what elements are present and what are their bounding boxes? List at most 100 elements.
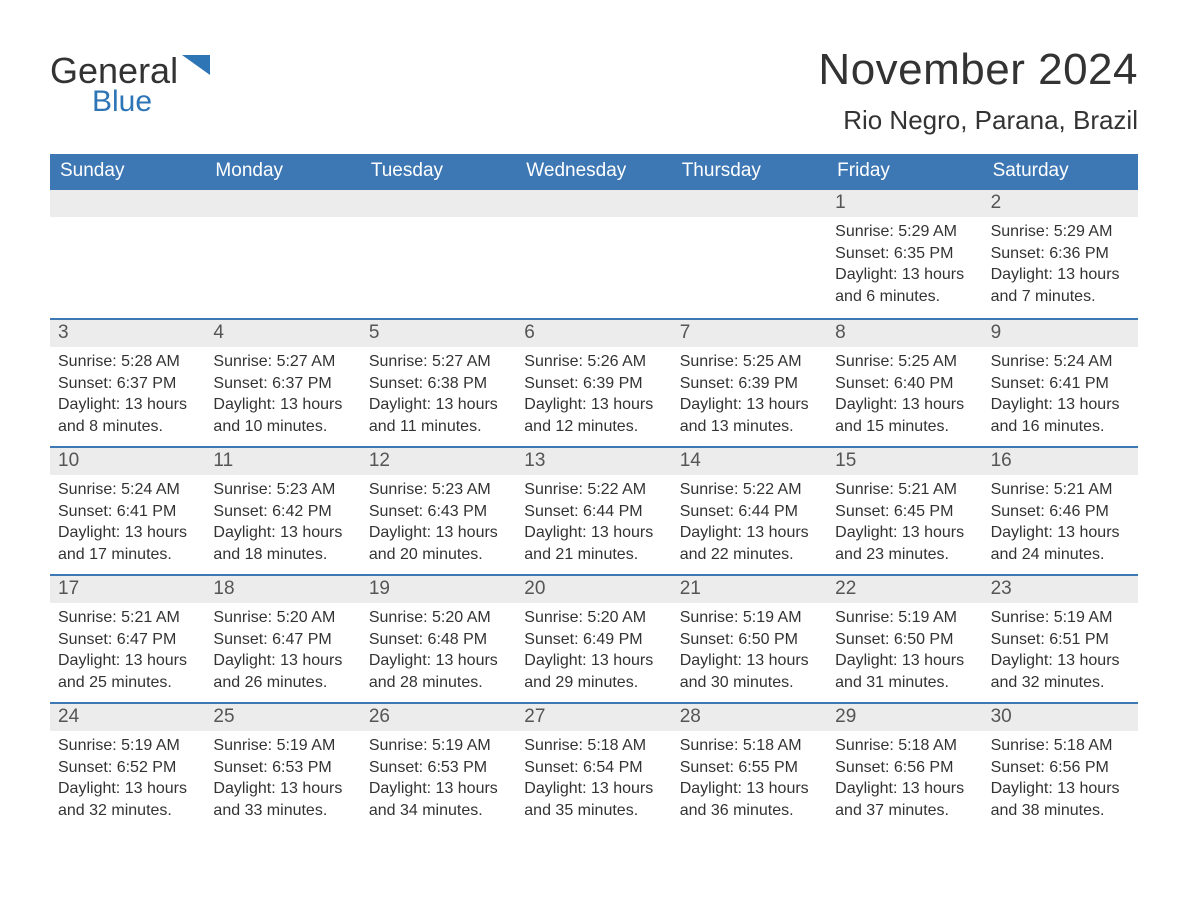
day-number: 12	[361, 448, 516, 475]
day-details: Sunrise: 5:19 AMSunset: 6:50 PMDaylight:…	[672, 603, 827, 701]
day-cell: 17Sunrise: 5:21 AMSunset: 6:47 PMDayligh…	[50, 576, 205, 702]
day-details: Sunrise: 5:19 AMSunset: 6:53 PMDaylight:…	[361, 731, 516, 829]
weekday-saturday: Saturday	[983, 154, 1138, 190]
day-cell: 19Sunrise: 5:20 AMSunset: 6:48 PMDayligh…	[361, 576, 516, 702]
day-number: 27	[516, 704, 671, 731]
calendar: SundayMondayTuesdayWednesdayThursdayFrid…	[50, 154, 1138, 830]
day-number: 14	[672, 448, 827, 475]
day-details: Sunrise: 5:21 AMSunset: 6:47 PMDaylight:…	[50, 603, 205, 701]
day-details: Sunrise: 5:18 AMSunset: 6:56 PMDaylight:…	[827, 731, 982, 829]
day-details: Sunrise: 5:20 AMSunset: 6:48 PMDaylight:…	[361, 603, 516, 701]
day-cell	[516, 190, 671, 318]
day-number: 26	[361, 704, 516, 731]
day-number: 17	[50, 576, 205, 603]
week-row: 17Sunrise: 5:21 AMSunset: 6:47 PMDayligh…	[50, 574, 1138, 702]
day-details: Sunrise: 5:25 AMSunset: 6:40 PMDaylight:…	[827, 347, 982, 445]
day-number: 30	[983, 704, 1138, 731]
day-number: 25	[205, 704, 360, 731]
day-details: Sunrise: 5:24 AMSunset: 6:41 PMDaylight:…	[50, 475, 205, 573]
day-cell: 28Sunrise: 5:18 AMSunset: 6:55 PMDayligh…	[672, 704, 827, 830]
logo: General Blue	[50, 53, 216, 119]
day-number: 4	[205, 320, 360, 347]
day-cell: 30Sunrise: 5:18 AMSunset: 6:56 PMDayligh…	[983, 704, 1138, 830]
day-cell: 7Sunrise: 5:25 AMSunset: 6:39 PMDaylight…	[672, 320, 827, 446]
day-number: 5	[361, 320, 516, 347]
day-cell: 6Sunrise: 5:26 AMSunset: 6:39 PMDaylight…	[516, 320, 671, 446]
day-number: 24	[50, 704, 205, 731]
day-cell: 11Sunrise: 5:23 AMSunset: 6:42 PMDayligh…	[205, 448, 360, 574]
day-number: 2	[983, 190, 1138, 217]
empty-day	[205, 190, 360, 217]
header: General Blue November 2024 Rio Negro, Pa…	[50, 45, 1138, 136]
day-details: Sunrise: 5:22 AMSunset: 6:44 PMDaylight:…	[516, 475, 671, 573]
day-details: Sunrise: 5:23 AMSunset: 6:43 PMDaylight:…	[361, 475, 516, 573]
weekday-tuesday: Tuesday	[361, 154, 516, 190]
day-cell: 14Sunrise: 5:22 AMSunset: 6:44 PMDayligh…	[672, 448, 827, 574]
month-title: November 2024	[818, 45, 1138, 95]
day-details: Sunrise: 5:29 AMSunset: 6:35 PMDaylight:…	[827, 217, 982, 315]
day-details: Sunrise: 5:29 AMSunset: 6:36 PMDaylight:…	[983, 217, 1138, 315]
day-number: 19	[361, 576, 516, 603]
day-details: Sunrise: 5:24 AMSunset: 6:41 PMDaylight:…	[983, 347, 1138, 445]
day-number: 20	[516, 576, 671, 603]
day-details: Sunrise: 5:23 AMSunset: 6:42 PMDaylight:…	[205, 475, 360, 573]
day-cell	[672, 190, 827, 318]
day-cell: 16Sunrise: 5:21 AMSunset: 6:46 PMDayligh…	[983, 448, 1138, 574]
day-cell: 9Sunrise: 5:24 AMSunset: 6:41 PMDaylight…	[983, 320, 1138, 446]
day-details: Sunrise: 5:20 AMSunset: 6:49 PMDaylight:…	[516, 603, 671, 701]
weekday-wednesday: Wednesday	[516, 154, 671, 190]
day-details: Sunrise: 5:19 AMSunset: 6:52 PMDaylight:…	[50, 731, 205, 829]
day-details: Sunrise: 5:25 AMSunset: 6:39 PMDaylight:…	[672, 347, 827, 445]
day-details: Sunrise: 5:19 AMSunset: 6:53 PMDaylight:…	[205, 731, 360, 829]
day-cell: 21Sunrise: 5:19 AMSunset: 6:50 PMDayligh…	[672, 576, 827, 702]
day-details: Sunrise: 5:21 AMSunset: 6:46 PMDaylight:…	[983, 475, 1138, 573]
day-details: Sunrise: 5:28 AMSunset: 6:37 PMDaylight:…	[50, 347, 205, 445]
day-cell: 10Sunrise: 5:24 AMSunset: 6:41 PMDayligh…	[50, 448, 205, 574]
week-row: 3Sunrise: 5:28 AMSunset: 6:37 PMDaylight…	[50, 318, 1138, 446]
day-number: 8	[827, 320, 982, 347]
day-number: 18	[205, 576, 360, 603]
day-details: Sunrise: 5:18 AMSunset: 6:55 PMDaylight:…	[672, 731, 827, 829]
week-row: 1Sunrise: 5:29 AMSunset: 6:35 PMDaylight…	[50, 190, 1138, 318]
day-cell	[361, 190, 516, 318]
empty-day	[516, 190, 671, 217]
day-details: Sunrise: 5:18 AMSunset: 6:54 PMDaylight:…	[516, 731, 671, 829]
day-cell: 29Sunrise: 5:18 AMSunset: 6:56 PMDayligh…	[827, 704, 982, 830]
day-details: Sunrise: 5:18 AMSunset: 6:56 PMDaylight:…	[983, 731, 1138, 829]
day-details: Sunrise: 5:19 AMSunset: 6:51 PMDaylight:…	[983, 603, 1138, 701]
day-cell: 20Sunrise: 5:20 AMSunset: 6:49 PMDayligh…	[516, 576, 671, 702]
day-number: 6	[516, 320, 671, 347]
day-number: 1	[827, 190, 982, 217]
day-number: 29	[827, 704, 982, 731]
day-cell: 5Sunrise: 5:27 AMSunset: 6:38 PMDaylight…	[361, 320, 516, 446]
day-cell: 4Sunrise: 5:27 AMSunset: 6:37 PMDaylight…	[205, 320, 360, 446]
day-number: 15	[827, 448, 982, 475]
day-cell	[50, 190, 205, 318]
day-cell: 18Sunrise: 5:20 AMSunset: 6:47 PMDayligh…	[205, 576, 360, 702]
weekday-monday: Monday	[205, 154, 360, 190]
day-number: 23	[983, 576, 1138, 603]
day-number: 11	[205, 448, 360, 475]
weekday-friday: Friday	[827, 154, 982, 190]
day-details: Sunrise: 5:27 AMSunset: 6:37 PMDaylight:…	[205, 347, 360, 445]
day-number: 16	[983, 448, 1138, 475]
day-details: Sunrise: 5:19 AMSunset: 6:50 PMDaylight:…	[827, 603, 982, 701]
day-number: 10	[50, 448, 205, 475]
week-row: 10Sunrise: 5:24 AMSunset: 6:41 PMDayligh…	[50, 446, 1138, 574]
day-cell: 26Sunrise: 5:19 AMSunset: 6:53 PMDayligh…	[361, 704, 516, 830]
day-cell: 22Sunrise: 5:19 AMSunset: 6:50 PMDayligh…	[827, 576, 982, 702]
empty-day	[50, 190, 205, 217]
logo-text-1: General	[50, 53, 178, 89]
day-details: Sunrise: 5:22 AMSunset: 6:44 PMDaylight:…	[672, 475, 827, 573]
day-cell: 27Sunrise: 5:18 AMSunset: 6:54 PMDayligh…	[516, 704, 671, 830]
day-details: Sunrise: 5:26 AMSunset: 6:39 PMDaylight:…	[516, 347, 671, 445]
day-cell: 12Sunrise: 5:23 AMSunset: 6:43 PMDayligh…	[361, 448, 516, 574]
day-number: 7	[672, 320, 827, 347]
day-number: 9	[983, 320, 1138, 347]
day-cell: 23Sunrise: 5:19 AMSunset: 6:51 PMDayligh…	[983, 576, 1138, 702]
empty-day	[361, 190, 516, 217]
location: Rio Negro, Parana, Brazil	[818, 105, 1138, 136]
weekday-sunday: Sunday	[50, 154, 205, 190]
day-number: 21	[672, 576, 827, 603]
weekday-thursday: Thursday	[672, 154, 827, 190]
